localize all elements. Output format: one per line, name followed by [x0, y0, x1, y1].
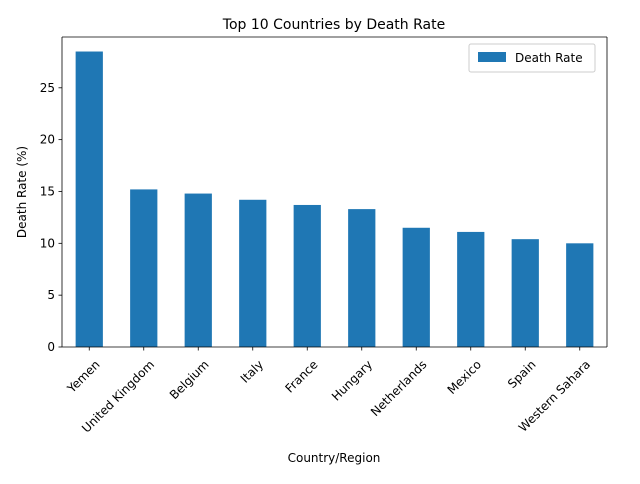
- y-tick-label: 15: [40, 184, 55, 198]
- legend-label: Death Rate: [515, 51, 583, 65]
- bar-united-kingdom: [130, 189, 158, 347]
- bars-group: [75, 51, 594, 348]
- chart-title: Top 10 Countries by Death Rate: [222, 17, 445, 33]
- y-tick-label: 25: [40, 81, 55, 95]
- y-tick-label: 10: [40, 236, 55, 250]
- legend-frame: [468, 43, 596, 73]
- x-tick-label: Spain: [505, 357, 539, 391]
- x-tick-label: France: [282, 357, 320, 395]
- bar-yemen: [75, 51, 103, 348]
- y-tick-label: 20: [40, 133, 55, 147]
- bar-hungary: [348, 209, 376, 347]
- y-tick-label: 0: [47, 340, 55, 354]
- y-axis: 0 5 10 15 20 25: [40, 81, 62, 354]
- x-tick-label: Mexico: [445, 357, 485, 397]
- bar-france: [293, 204, 321, 347]
- x-tick-label: Italy: [238, 357, 266, 385]
- bar-mexico: [457, 231, 485, 347]
- bar-spain: [511, 239, 539, 347]
- legend-swatch: [478, 52, 506, 62]
- x-tick-label: Netherlands: [368, 357, 430, 419]
- bar-belgium: [184, 193, 212, 347]
- x-tick-label: Hungary: [329, 357, 375, 403]
- y-tick-label: 5: [47, 288, 55, 302]
- bar-italy: [239, 199, 267, 347]
- x-tick-label: Yemen: [64, 357, 103, 396]
- legend: Death Rate: [468, 43, 596, 73]
- bar-netherlands: [402, 227, 430, 347]
- y-axis-label: Death Rate (%): [15, 146, 29, 238]
- bar-western-sahara: [566, 243, 594, 347]
- x-tick-label: Belgium: [167, 357, 212, 402]
- x-axis-label: Country/Region: [288, 451, 381, 465]
